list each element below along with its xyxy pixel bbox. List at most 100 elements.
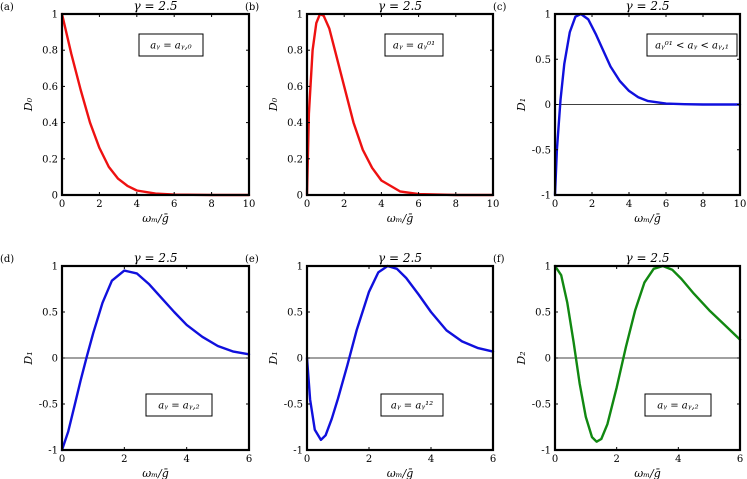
x-tick-label: 2 [613, 454, 619, 465]
series-line [305, 12, 495, 197]
y-tick-label: -0.5 [284, 400, 303, 411]
x-tick-label: 10 [487, 199, 500, 210]
panel-label: (d) [0, 254, 14, 265]
y-tick-label: 0 [297, 354, 303, 365]
panel-3: 0 2 4 6 8 10 -1 -0.5 0 0.5 1 γ = 2.5 (c) D₁ ωₘ/ḡ aᵧ⁰¹ <… [493, 0, 746, 225]
y-tick-label: 0.5 [287, 308, 303, 319]
annotation-box [646, 33, 738, 57]
y-tick-label: 0.5 [42, 308, 58, 319]
x-tick-label: 2 [366, 454, 372, 465]
panel-5: 0 2 4 6 -1 -0.5 0 0.5 1 γ = 2.5 (e) D₁ ωₘ/ḡ aᵧ = aᵧ¹² [245, 251, 496, 479]
x-tick-label: 2 [589, 199, 595, 210]
annotation-text: aᵧ = aᵧ,₀ [150, 41, 191, 52]
y-axis-label: D₀ [22, 97, 35, 112]
annotation-text: aᵧ⁰¹ < aᵧ < aᵧ,₁ [655, 41, 729, 52]
x-tick-label: 8 [700, 199, 706, 210]
x-tick-label: 6 [737, 454, 743, 465]
y-tick-label: 1 [545, 262, 551, 273]
y-tick-label: 0 [545, 354, 551, 365]
y-tick-label: 1 [52, 262, 58, 273]
y-axis-label: D₁ [22, 351, 35, 365]
y-axis-label: D₂ [515, 351, 528, 365]
y-tick-label: 0.6 [287, 82, 303, 93]
y-tick-label: 0 [52, 191, 58, 202]
x-tick-label: 6 [415, 199, 421, 210]
y-tick-label: 0 [545, 100, 551, 111]
x-tick-label: 4 [428, 454, 434, 465]
x-tick-label: 2 [96, 199, 102, 210]
x-tick-label: 0 [304, 454, 310, 465]
y-tick-label: 1 [52, 10, 58, 21]
y-tick-label: 1 [297, 10, 303, 21]
panel-title: γ = 2.5 [134, 0, 178, 13]
y-tick-label: 0.6 [42, 82, 58, 93]
x-tick-label: 6 [490, 454, 496, 465]
y-axis-label: D₁ [267, 351, 280, 365]
y-tick-label: 0.5 [535, 55, 551, 66]
annotation-box [380, 393, 444, 417]
x-axis-label: ωₘ/ḡ [142, 212, 168, 225]
y-tick-label: 1 [297, 262, 303, 273]
x-tick-label: 8 [208, 199, 214, 210]
panel-4: 0 2 4 6 -1 -0.5 0 0.5 1 γ = 2.5 (d) D₁ ωₘ/ḡ aᵧ = aᵧ,₂ [0, 251, 252, 479]
panel-title: γ = 2.5 [626, 251, 670, 265]
x-tick-label: 0 [304, 199, 310, 210]
y-tick-label: 0.2 [287, 154, 303, 165]
x-tick-label: 4 [183, 454, 189, 465]
x-tick-label: 0 [59, 199, 65, 210]
annotation-box [644, 393, 712, 417]
panel-title: γ = 2.5 [378, 251, 422, 265]
panel-label: (e) [245, 254, 259, 265]
series-line [553, 264, 742, 443]
x-tick-label: 10 [243, 199, 256, 210]
annotation-box [138, 33, 204, 57]
y-tick-label: 0.5 [535, 308, 551, 319]
series-line [553, 12, 742, 197]
y-tick-label: 0 [297, 191, 303, 202]
plot-frame [60, 12, 251, 197]
y-tick-label: -0.5 [39, 400, 58, 411]
x-axis-label: ωₘ/ḡ [634, 467, 660, 479]
x-tick-label: 4 [134, 199, 140, 210]
panel-2: 0 2 4 6 8 10 0 0.2 0.4 0.6 0.8 1 γ = 2.5 (b) D₀ ωₘ/ḡ aᵧ … [245, 0, 499, 225]
y-axis-label: D₀ [267, 97, 280, 112]
x-tick-label: 10 [734, 199, 747, 210]
y-tick-label: -1 [48, 446, 58, 457]
panel-label: (c) [493, 2, 507, 13]
x-axis-label: ωₘ/ḡ [142, 467, 168, 479]
series-line [305, 264, 495, 442]
x-tick-label: 2 [341, 199, 347, 210]
series-line [60, 269, 251, 452]
x-tick-label: 6 [171, 199, 177, 210]
x-tick-label: 6 [246, 454, 252, 465]
y-tick-label: -1 [541, 191, 551, 202]
y-tick-label: 0.8 [287, 46, 303, 57]
panel-title: γ = 2.5 [134, 251, 178, 265]
y-axis-label: D₁ [515, 98, 528, 112]
annotation-text: aᵧ = aᵧ,₂ [158, 401, 199, 412]
x-tick-label: 0 [552, 199, 558, 210]
y-tick-label: 0.2 [42, 154, 58, 165]
annotation-text: aᵧ = aᵧ,₂ [657, 401, 698, 412]
x-tick-label: 4 [378, 199, 384, 210]
x-axis-label: ωₘ/ḡ [387, 467, 413, 479]
y-tick-label: -1 [293, 446, 303, 457]
x-axis-label: ωₘ/ḡ [634, 212, 660, 225]
y-tick-label: 0 [52, 354, 58, 365]
y-tick-label: -0.5 [532, 400, 551, 411]
panel-title: γ = 2.5 [378, 0, 422, 13]
y-tick-label: 1 [545, 10, 551, 21]
x-tick-label: 2 [121, 454, 127, 465]
plot-frame [305, 12, 495, 197]
panel-label: (a) [0, 2, 14, 13]
panel-6: 0 2 4 6 -1 -0.5 0 0.5 1 γ = 2.5 (f) D₂ ωₘ/ḡ aᵧ = aᵧ,₂ [493, 251, 743, 479]
x-tick-label: 4 [675, 454, 681, 465]
y-tick-label: 0.4 [42, 118, 58, 129]
panel-label: (f) [493, 254, 505, 265]
panel-1: 0 2 4 6 8 10 0 0.2 0.4 0.6 0.8 1 γ = 2.5 (a) D₀ ωₘ/ḡ aᵧ … [0, 0, 255, 225]
y-tick-label: 0.8 [42, 46, 58, 57]
x-tick-label: 0 [552, 454, 558, 465]
panel-label: (b) [245, 2, 259, 13]
x-tick-label: 4 [626, 199, 632, 210]
